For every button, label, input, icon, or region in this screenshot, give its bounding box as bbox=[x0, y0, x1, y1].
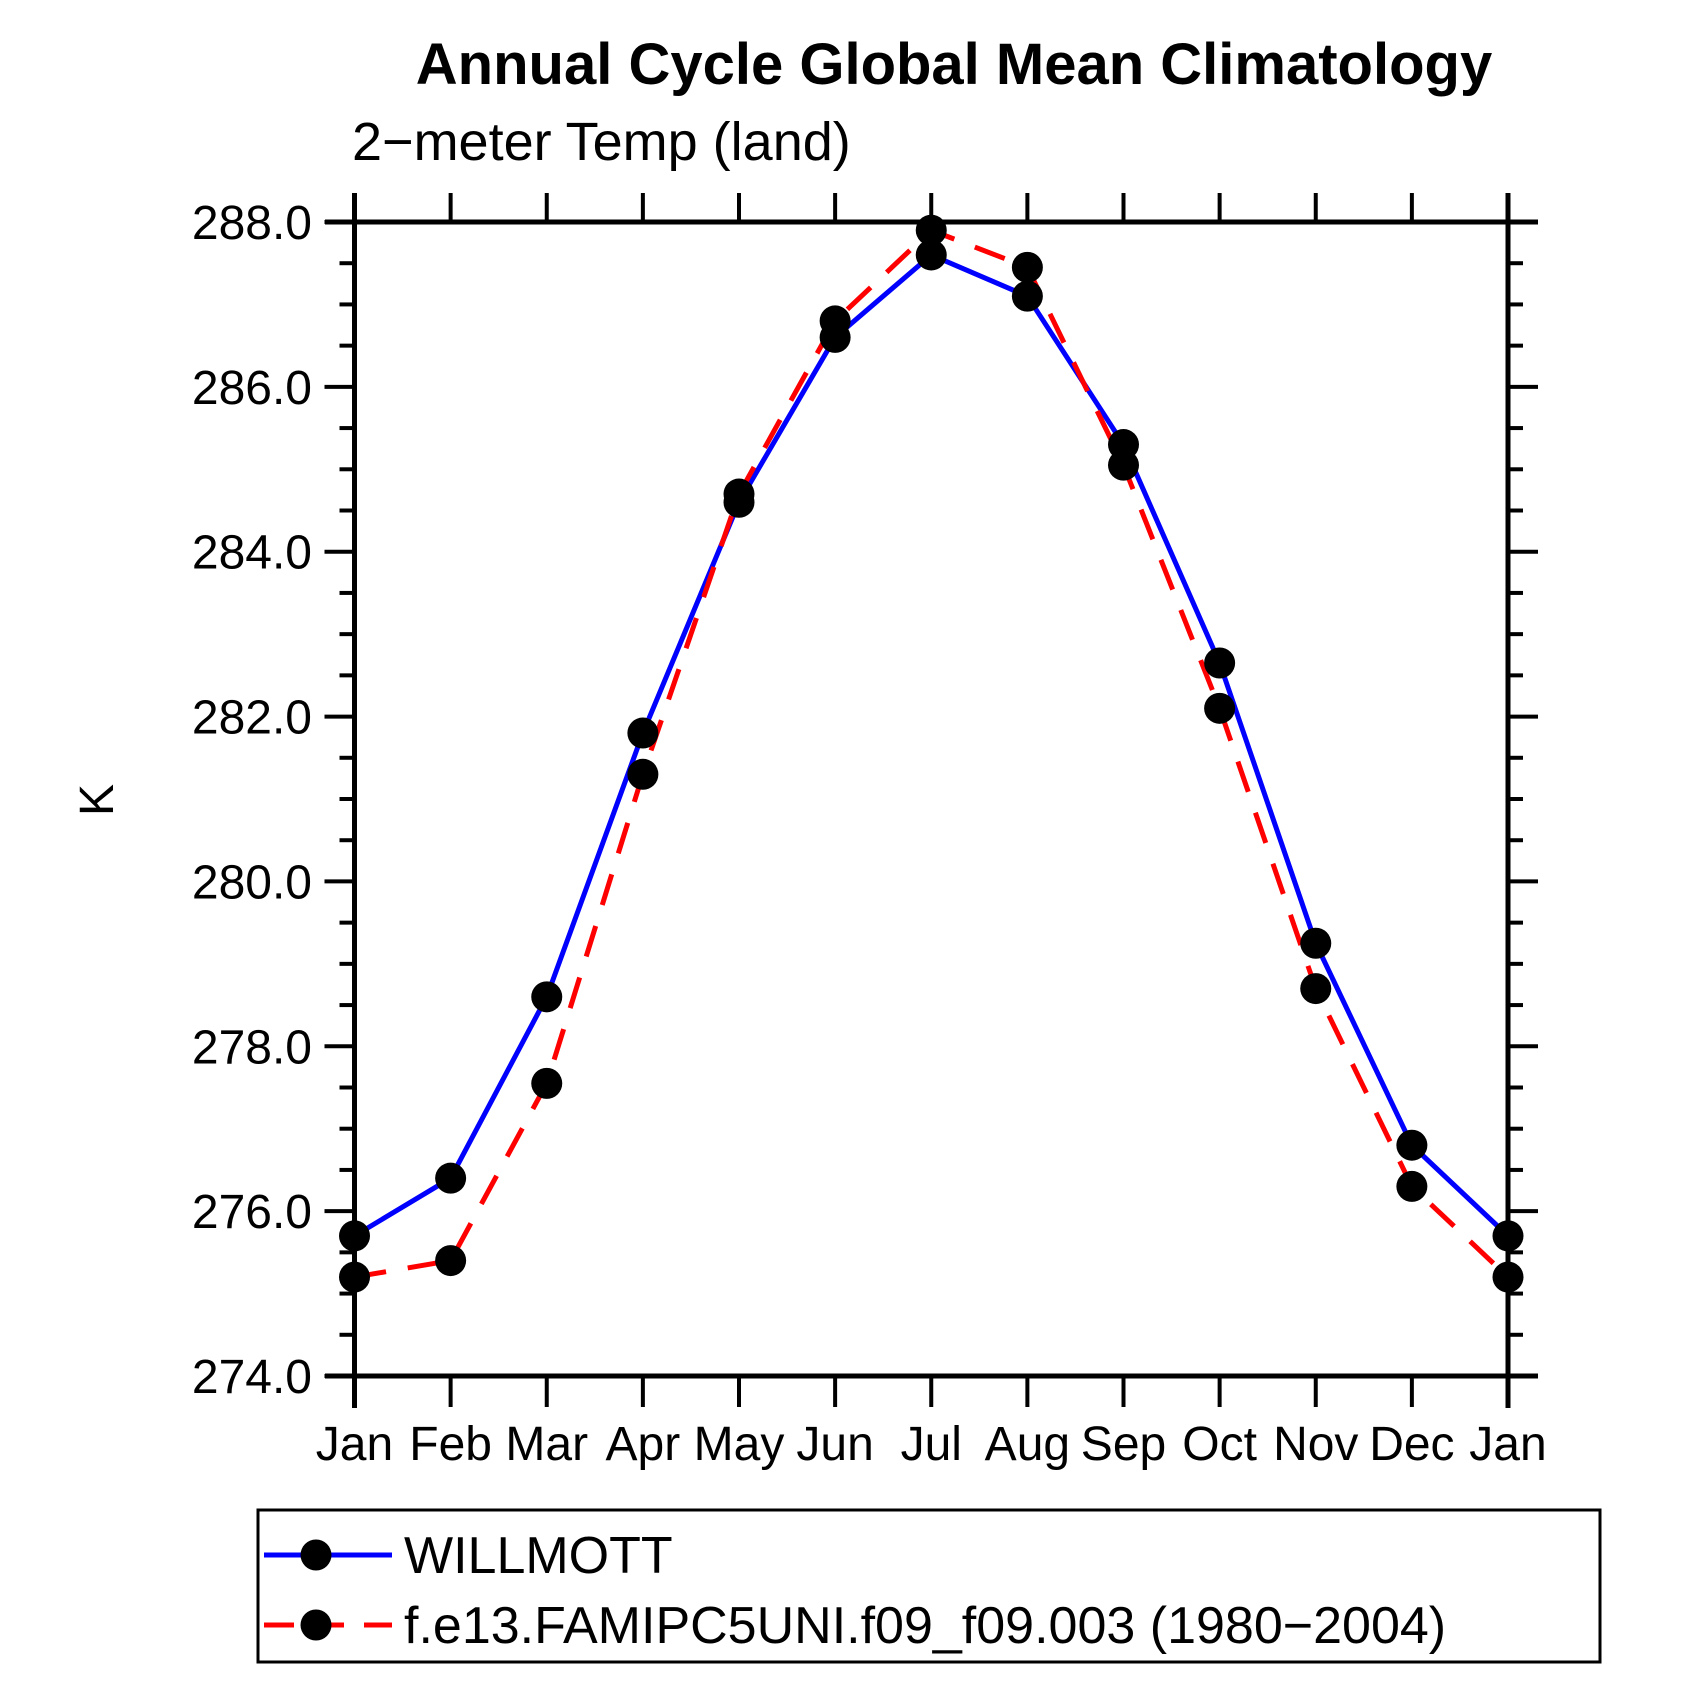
legend-marker-1 bbox=[300, 1609, 332, 1641]
data-point-1-Jan bbox=[339, 1261, 370, 1293]
data-point-0-Aug bbox=[1011, 280, 1043, 312]
x-tick-label: Aug bbox=[985, 1418, 1070, 1471]
axes: Jan Feb Mar Apr May Jun Jul Aug Sep Oct Nov Dec Jan2… bbox=[192, 193, 1547, 1471]
x-tick-label: Dec bbox=[1369, 1418, 1454, 1471]
x-tick-label: Jan bbox=[316, 1418, 393, 1471]
legend: WILLMOTT f.e13.FAMIPC5UNI.f09_f09.003 (19… bbox=[256, 1508, 1602, 1664]
data-point-1-Sep bbox=[1108, 449, 1139, 481]
y-tick-label: 278.0 bbox=[192, 1021, 312, 1074]
data-series bbox=[339, 214, 1524, 1293]
x-tick-label: Feb bbox=[409, 1418, 492, 1471]
x-tick-label: Mar bbox=[505, 1418, 588, 1471]
data-point-0-Jan bbox=[339, 1220, 370, 1252]
data-point-1-Feb bbox=[435, 1245, 467, 1277]
legend-marker-0 bbox=[300, 1539, 332, 1571]
y-axis-label: K bbox=[71, 784, 124, 816]
legend-box bbox=[256, 1508, 1602, 1664]
data-point-1-Nov bbox=[1300, 973, 1332, 1005]
y-tick-label: 288.0 bbox=[192, 197, 312, 250]
data-point-0-Mar bbox=[531, 981, 563, 1013]
data-point-0-Apr bbox=[627, 717, 659, 749]
data-point-0-Nov bbox=[1300, 927, 1332, 959]
data-point-1-May bbox=[723, 478, 755, 510]
x-tick-label: Sep bbox=[1081, 1418, 1166, 1471]
y-tick-label: 276.0 bbox=[192, 1186, 312, 1239]
y-tick-label: 284.0 bbox=[192, 527, 312, 580]
data-point-1-Jun bbox=[819, 305, 851, 337]
data-point-1-Jan bbox=[1492, 1261, 1524, 1293]
data-point-0-Jul bbox=[915, 239, 947, 271]
legend-label-1: f.e13.FAMIPC5UNI.f09_f09.003 (1980−2004) bbox=[404, 1597, 1446, 1655]
x-tick-label: Apr bbox=[606, 1418, 681, 1471]
y-tick-label: 282.0 bbox=[192, 692, 312, 745]
y-tick-label: 274.0 bbox=[192, 1351, 312, 1404]
x-tick-label: Nov bbox=[1273, 1418, 1358, 1471]
data-point-0-Feb bbox=[435, 1162, 467, 1194]
legend-label-0: WILLMOTT bbox=[404, 1527, 673, 1585]
x-tick-label: Oct bbox=[1182, 1418, 1257, 1471]
data-point-1-Dec bbox=[1396, 1170, 1428, 1202]
y-tick-label: 280.0 bbox=[192, 856, 312, 909]
data-point-0-Oct bbox=[1204, 647, 1236, 679]
x-tick-label: Jan bbox=[1469, 1418, 1546, 1471]
x-tick-label: Jun bbox=[796, 1418, 873, 1471]
chart-subtitle: 2−meter Temp (land) bbox=[352, 112, 851, 172]
data-point-1-Oct bbox=[1204, 692, 1236, 724]
x-tick-label: May bbox=[694, 1418, 785, 1471]
data-point-0-Dec bbox=[1396, 1129, 1428, 1161]
chart-title: Annual Cycle Global Mean Climatology bbox=[416, 32, 1492, 97]
data-point-0-Jan bbox=[1492, 1220, 1524, 1252]
x-tick-label: Jul bbox=[901, 1418, 962, 1471]
data-point-1-Mar bbox=[531, 1067, 563, 1099]
data-point-1-Jul bbox=[915, 214, 947, 246]
y-tick-label: 286.0 bbox=[192, 362, 312, 415]
data-point-1-Aug bbox=[1011, 251, 1043, 283]
series-line-1 bbox=[354, 227, 1510, 1280]
series-line-0 bbox=[353, 252, 1510, 1239]
data-point-1-Apr bbox=[627, 758, 659, 790]
